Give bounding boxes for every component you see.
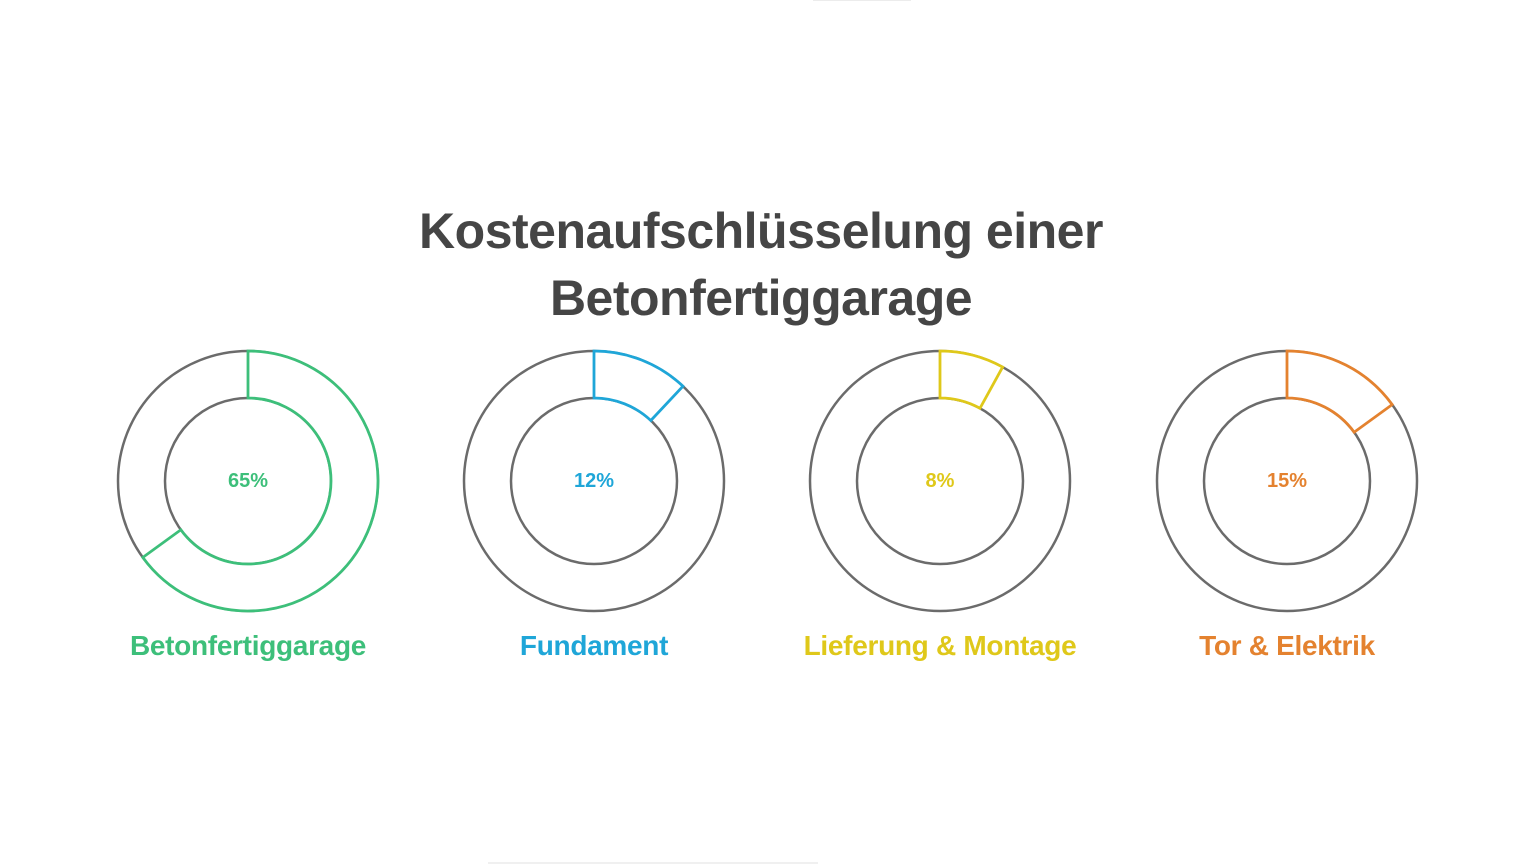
percent-value: 8% — [925, 469, 955, 492]
donut-chart-fundament: 12% — [461, 348, 727, 614]
bottom-edge-line — [488, 862, 818, 864]
donut-ring — [116, 349, 380, 613]
top-edge-line — [813, 0, 911, 1]
title-line-1: Kostenaufschlüsselung einer — [419, 203, 1103, 259]
category-label-tor-elektrik: Tor & Elektrik — [1199, 630, 1375, 661]
chart-title: Kostenaufschlüsselung einer Betonfertigg… — [0, 198, 1522, 332]
donut-chart-tor-elektrik: 15% — [1154, 348, 1420, 614]
category-label-fundament: Fundament — [519, 630, 669, 661]
donut-ring — [462, 349, 726, 613]
category-label-lieferung-montage: Lieferung & Montage — [803, 630, 1077, 661]
percent-value: 15% — [1266, 469, 1308, 492]
donut-ring — [1155, 349, 1419, 613]
donut-chart-lieferung-montage: 8% — [807, 348, 1073, 614]
category-label-betonfertiggarage: Betonfertiggarage — [129, 630, 367, 661]
title-line-2: Betonfertiggarage — [549, 270, 973, 326]
percent-value: 12% — [573, 469, 615, 492]
donut-ring — [808, 349, 1072, 613]
percent-value: 65% — [227, 469, 269, 492]
donut-chart-betonfertiggarage: 65% — [115, 348, 381, 614]
